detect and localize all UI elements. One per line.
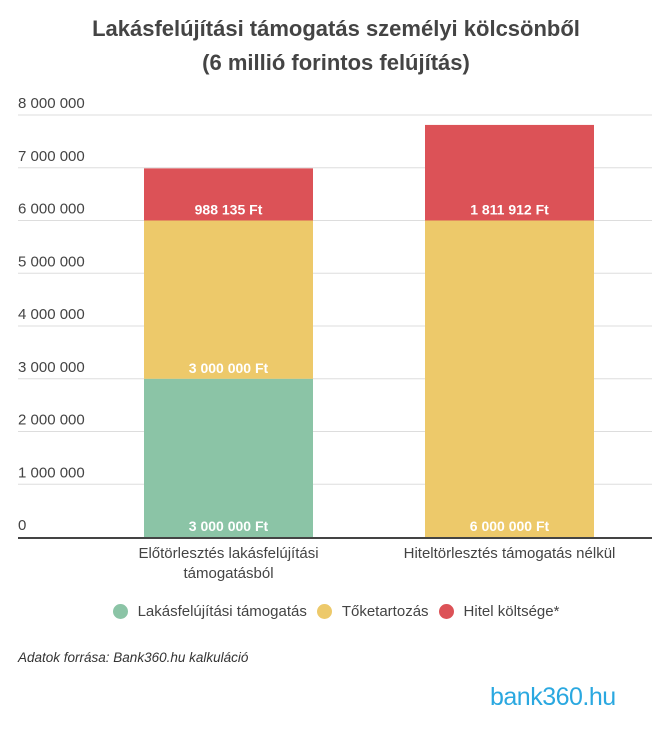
y-tick-label: 3 000 000 [18, 359, 85, 376]
y-tick-label: 2 000 000 [18, 412, 85, 429]
bank360-logo: bank360.hu [490, 683, 616, 711]
bar-segment [144, 168, 313, 221]
data-label: 3 000 000 Ft [189, 518, 269, 534]
bar-segment [425, 124, 594, 221]
y-tick-label: 6 000 000 [18, 201, 85, 218]
source-note: Adatok forrása: Bank360.hu kalkuláció [18, 650, 249, 665]
data-label: 6 000 000 Ft [470, 518, 550, 534]
bar-segment [425, 220, 594, 537]
legend: Lakásfelújítási támogatás Tőketartozás Hit… [0, 603, 672, 620]
bar-segment [144, 220, 313, 379]
legend-label: Tőketartozás [341, 603, 429, 620]
chart-subtitle: (6 millió forintos felújítás) [202, 50, 470, 75]
stacked-bar-chart: 0 1 000 000 2 000 000 3 000 000 4 000 000 5 0… [18, 95, 652, 582]
y-tick-label: 4 000 000 [18, 306, 85, 323]
data-label: 988 135 Ft [195, 202, 263, 218]
y-tick-label: 7 000 000 [18, 148, 85, 165]
x-tick-label: Hiteltörlesztés támogatás nélkül [404, 545, 616, 562]
legend-swatch-icon [438, 604, 454, 619]
x-tick-label: támogatásból [183, 565, 273, 582]
bar-segment [144, 378, 313, 537]
x-tick-label: Előtörlesztés lakásfelújítási [138, 545, 318, 562]
y-tick-label: 8 000 000 [18, 95, 85, 112]
y-tick-label: 0 [18, 517, 26, 534]
data-label: 3 000 000 Ft [189, 360, 269, 376]
data-label: 1 811 912 Ft [470, 202, 549, 218]
legend-item: Lakásfelújítási támogatás [112, 603, 307, 620]
legend-item: Hitel költsége* [438, 603, 560, 620]
y-tick-label: 1 000 000 [18, 464, 85, 481]
legend-item: Tőketartozás [316, 603, 429, 620]
chart-title: Lakásfelújítási támogatás személyi kölcs… [92, 16, 580, 41]
legend-label: Lakásfelújítási támogatás [137, 603, 307, 620]
y-tick-label: 5 000 000 [18, 253, 85, 270]
legend-label: Hitel költsége* [463, 603, 560, 620]
legend-swatch-icon [316, 604, 332, 619]
legend-swatch-icon [112, 604, 128, 619]
